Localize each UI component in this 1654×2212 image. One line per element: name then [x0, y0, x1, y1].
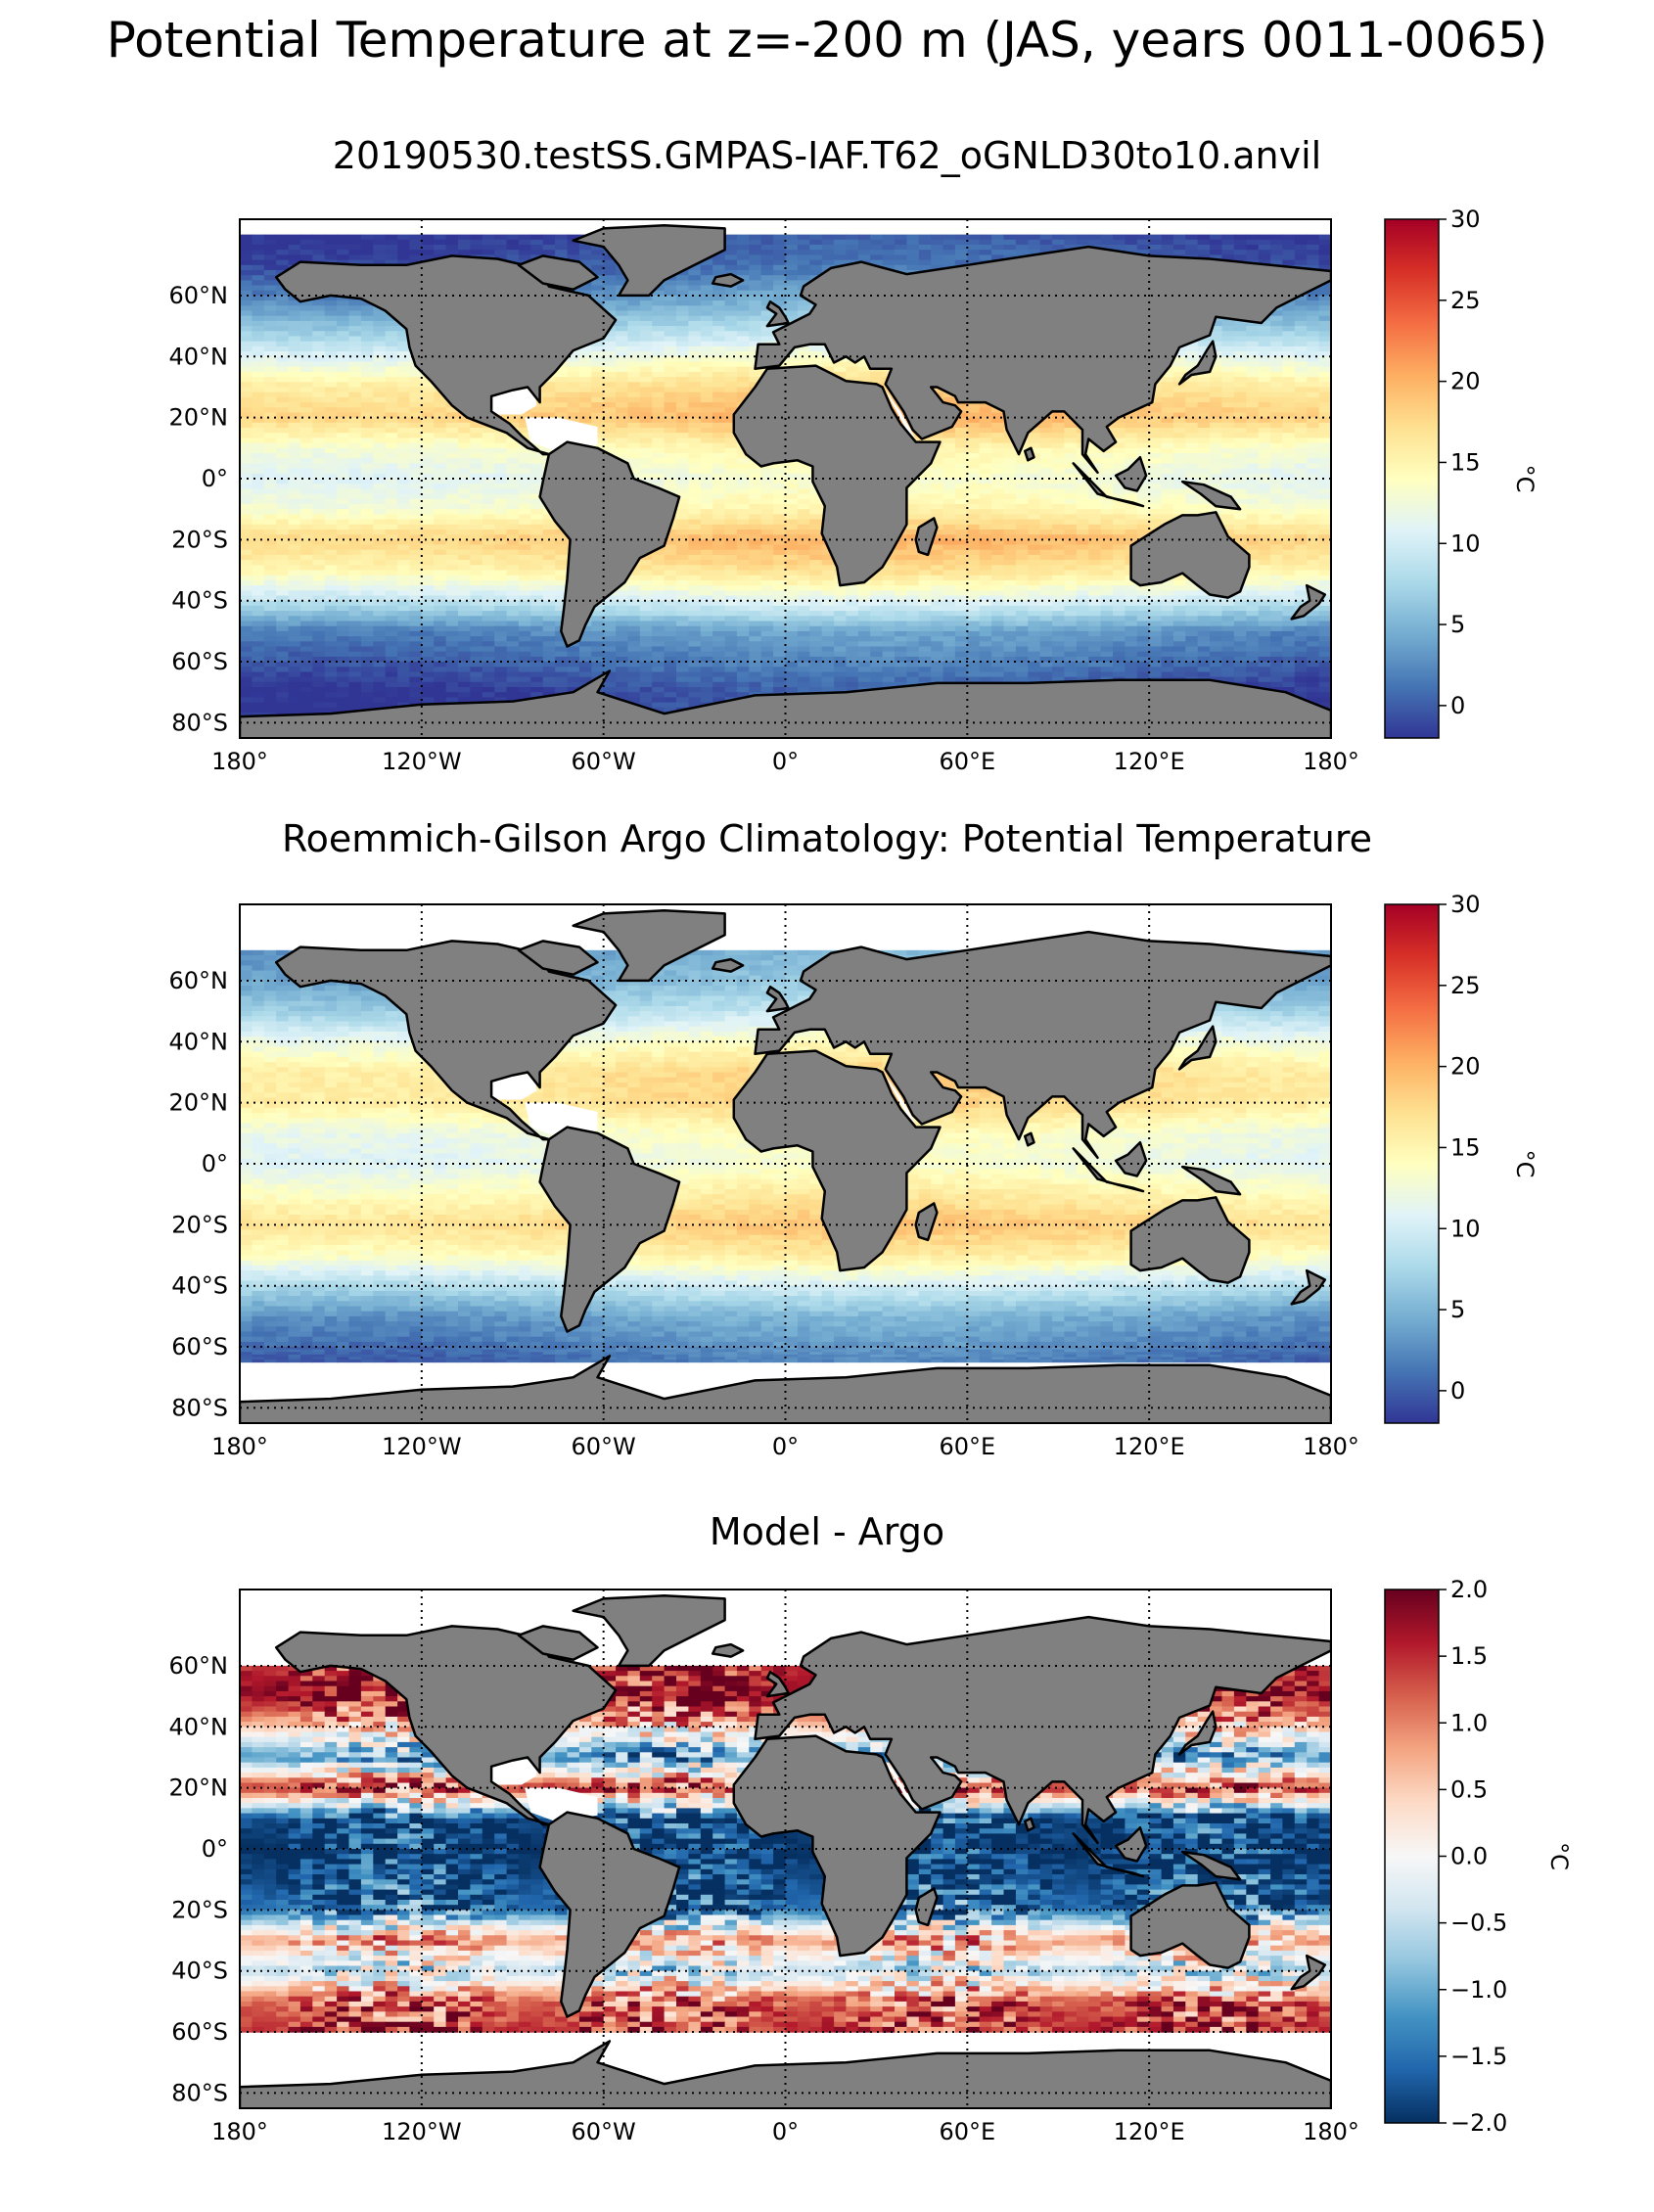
- colorbar-tick-label: 5: [1450, 1296, 1465, 1323]
- colorbar-tick-label: 20: [1450, 1053, 1481, 1081]
- y-tick-label: 40°N: [169, 1028, 229, 1055]
- y-tick-label: 40°S: [171, 587, 228, 615]
- colorbar-gradient: [1385, 1590, 1439, 2123]
- y-tick-label: 60°S: [171, 1333, 228, 1360]
- panel-2-colorbar: 0 5 10 15 20 25 30 °C: [1380, 881, 1576, 1449]
- colorbar-unit-label: °C: [1511, 1150, 1539, 1178]
- colorbar-tick-label: 5: [1450, 611, 1465, 638]
- colorbar-tick-label: 25: [1450, 287, 1481, 314]
- colorbar-unit-label: °C: [1511, 465, 1539, 493]
- panel-2-title: Roemmich-Gilson Argo Climatology: Potent…: [0, 817, 1654, 860]
- x-tick-label: 180°: [211, 2118, 268, 2145]
- x-tick-label: 120°W: [382, 748, 462, 775]
- y-tick-label: 20°N: [169, 404, 229, 432]
- colorbar-tick-label: −2.0: [1450, 2109, 1507, 2137]
- colorbar-gradient: [1385, 219, 1439, 738]
- sri-lanka-land: [1025, 1133, 1034, 1146]
- y-tick-label: 0°: [202, 1835, 228, 1863]
- x-tick-label: 180°: [1303, 1433, 1359, 1460]
- y-tick-label: 40°N: [169, 343, 229, 370]
- y-tick-label: 60°S: [171, 2018, 228, 2046]
- colorbar-tick-label: 0.5: [1450, 1775, 1488, 1803]
- sri-lanka-land: [1025, 1819, 1034, 1831]
- x-tick-label: 0°: [772, 2118, 799, 2145]
- y-tick-label: 40°S: [171, 1272, 228, 1300]
- y-tick-label: 80°S: [171, 709, 228, 736]
- x-tick-label: 60°E: [939, 748, 995, 775]
- y-tick-label: 20°N: [169, 1089, 229, 1117]
- map-content: 180° 120°W 60°W 0° 60°E 120°E 180° 60°N 40°N 20°N…: [169, 1590, 1359, 2145]
- x-tick-label: 60°W: [572, 748, 636, 775]
- panel-1-title: 20190530.testSS.GMPAS-IAF.T62_oGNLD30to1…: [0, 134, 1654, 177]
- x-tick-label: 180°: [211, 1433, 268, 1460]
- colorbar-tick-label: −0.5: [1450, 1910, 1507, 1937]
- x-tick-label: 120°E: [1114, 1433, 1185, 1460]
- colorbar-tick-label: −1.5: [1450, 2043, 1507, 2070]
- x-tick-label: 120°E: [1114, 748, 1185, 775]
- colorbar-tick-label: −1.0: [1450, 1976, 1507, 2004]
- colorbar-tick-label: 1.5: [1450, 1642, 1488, 1670]
- y-tick-label: 60°N: [169, 1652, 229, 1680]
- colorbar-tick-label: 2.0: [1450, 1576, 1488, 1603]
- y-tick-label: 20°S: [171, 526, 228, 553]
- colorbar-tick-label: 25: [1450, 972, 1481, 999]
- x-tick-label: 180°: [1303, 2118, 1359, 2145]
- y-tick-label: 40°S: [171, 1958, 228, 1985]
- x-tick-label: 60°W: [572, 2118, 636, 2145]
- colorbar-tick-label: 15: [1450, 448, 1481, 476]
- colorbar-gradient: [1385, 904, 1439, 1423]
- x-tick-label: 120°E: [1114, 2118, 1185, 2145]
- map-content: 180° 120°W 60°W 0° 60°E 120°E 180° 60°N 40°N 20°N…: [169, 904, 1359, 1460]
- colorbar-tick-label: 30: [1450, 206, 1481, 233]
- colorbar-tick-label: 10: [1450, 530, 1481, 557]
- y-tick-label: 20°N: [169, 1774, 229, 1802]
- colorbar-tick-label: 30: [1450, 891, 1481, 918]
- y-tick-label: 60°N: [169, 282, 229, 309]
- colorbar-tick-label: 20: [1450, 368, 1481, 395]
- y-tick-label: 80°S: [171, 2079, 228, 2106]
- colorbar-tick-label: 1.0: [1450, 1709, 1488, 1736]
- colorbar-tick-label: 0.0: [1450, 1843, 1488, 1870]
- x-tick-label: 60°E: [939, 2118, 995, 2145]
- y-tick-label: 80°S: [171, 1394, 228, 1421]
- y-tick-label: 60°N: [169, 967, 229, 994]
- x-tick-label: 120°W: [382, 1433, 462, 1460]
- x-tick-label: 0°: [772, 748, 799, 775]
- y-tick-label: 20°S: [171, 1211, 228, 1238]
- panel-1-colorbar: 0 5 10 15 20 25 30 °C: [1380, 196, 1576, 763]
- colorbar-tick-label: 0: [1450, 692, 1465, 719]
- x-tick-label: 180°: [211, 748, 268, 775]
- colorbar-unit-label: °C: [1545, 1842, 1573, 1870]
- x-tick-label: 0°: [772, 1433, 799, 1460]
- colorbar-tick-label: 0: [1450, 1377, 1465, 1405]
- y-tick-label: 0°: [202, 1150, 228, 1177]
- x-tick-label: 60°E: [939, 1433, 995, 1460]
- panel-3-colorbar: 2.0 1.5 1.0 0.5 0.0 −0.5 −1.0 −1.5 −2.0 °C: [1380, 1566, 1576, 2143]
- panel-3-title: Model - Argo: [0, 1510, 1654, 1553]
- y-tick-label: 40°N: [169, 1713, 229, 1740]
- x-tick-label: 180°: [1303, 748, 1359, 775]
- figure-title: Potential Temperature at z=-200 m (JAS, …: [0, 12, 1654, 69]
- y-tick-label: 0°: [202, 465, 228, 492]
- colorbar-tick-label: 10: [1450, 1215, 1481, 1242]
- y-tick-label: 60°S: [171, 648, 228, 675]
- sri-lanka-land: [1025, 448, 1034, 461]
- x-tick-label: 120°W: [382, 2118, 462, 2145]
- colorbar-tick-label: 15: [1450, 1133, 1481, 1161]
- x-tick-label: 60°W: [572, 1433, 636, 1460]
- map-content: 180° 120°W 60°W 0° 60°E 120°E 180° 60°N 40°N 20°N…: [169, 219, 1359, 775]
- y-tick-label: 20°S: [171, 1896, 228, 1923]
